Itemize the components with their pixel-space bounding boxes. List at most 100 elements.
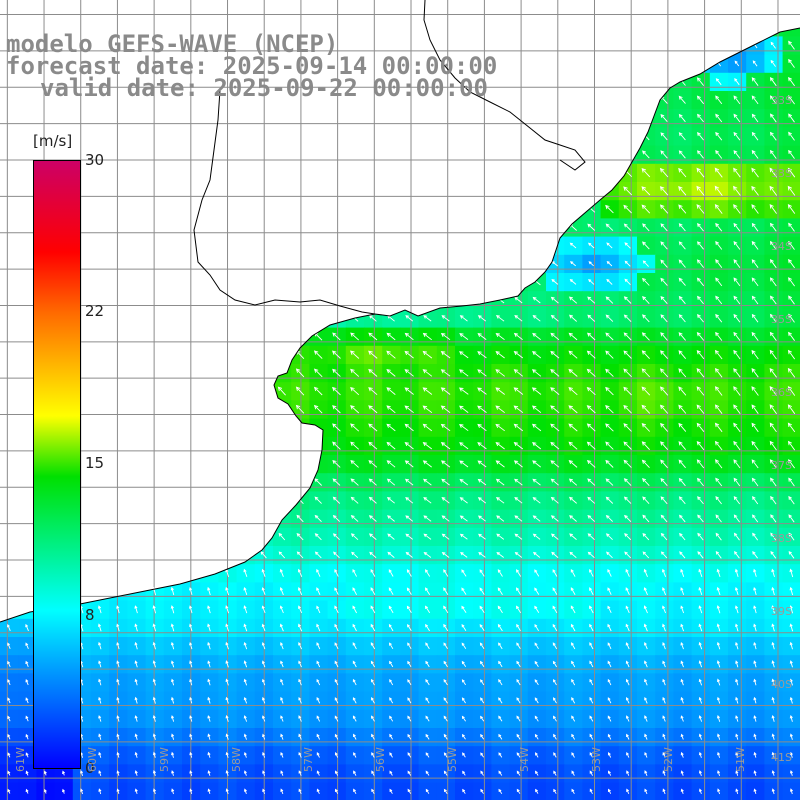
wind-arrow (569, 515, 577, 522)
wind-arrow (98, 751, 102, 758)
wind-arrow (569, 242, 577, 249)
wind-arrow (733, 459, 741, 469)
wind-arrow (425, 679, 430, 686)
wind-arrow (134, 696, 138, 704)
wind-arrow (678, 459, 686, 469)
wind-arrow (735, 641, 739, 650)
wind-arrow (698, 751, 702, 758)
wind-arrow (534, 660, 539, 668)
wind-arrow (98, 733, 102, 740)
wind-arrow (571, 752, 575, 758)
wind-arrow (789, 733, 793, 740)
wind-arrow (207, 586, 211, 596)
wind-speed-cell (782, 127, 800, 147)
wind-arrow (370, 605, 376, 614)
wind-speed-cell (54, 782, 74, 800)
wind-speed-cell (200, 782, 219, 800)
wind-speed-cell (564, 782, 583, 800)
wind-arrow (440, 442, 451, 450)
wind-arrow (753, 788, 757, 795)
wind-arrow (405, 515, 414, 522)
wind-arrow (495, 315, 505, 322)
wind-arrow (642, 551, 650, 559)
wind-arrow (568, 478, 578, 486)
wind-arrow (788, 131, 795, 141)
wind-arrow (479, 605, 485, 614)
wind-arrow (98, 660, 102, 668)
wind-speed-cell (782, 91, 800, 110)
wind-arrow (696, 277, 705, 287)
wind-arrow (188, 605, 193, 614)
wind-arrow (660, 277, 668, 286)
wind-speed-cell (782, 400, 800, 420)
wind-arrow (243, 715, 248, 722)
wind-arrow (623, 404, 632, 414)
wind-arrow (498, 788, 503, 794)
wind-arrow (498, 715, 503, 722)
wind-arrow (480, 788, 484, 794)
wind-arrow (350, 405, 360, 414)
wind-arrow (280, 788, 284, 795)
wind-arrow (751, 259, 759, 268)
wind-arrow (7, 788, 11, 794)
wind-arrow (752, 496, 759, 505)
wind-arrow (733, 514, 740, 523)
wind-arrow (660, 150, 668, 159)
wind-arrow (735, 751, 739, 758)
wind-speed-cell (0, 782, 19, 800)
wind-arrow (678, 332, 686, 341)
wind-arrow (715, 550, 722, 559)
wind-arrow (679, 532, 686, 541)
wind-arrow (789, 660, 793, 668)
wind-arrow (477, 460, 487, 468)
wind-arrow (532, 496, 541, 504)
wind-arrow (443, 623, 449, 632)
wind-arrow (134, 641, 138, 650)
wind-arrow (607, 788, 612, 794)
wind-arrow (697, 222, 704, 232)
wind-arrow (751, 440, 759, 451)
lon-label-58w: 58W (230, 747, 243, 772)
wind-arrow (514, 533, 523, 540)
wind-arrow (752, 60, 758, 67)
wind-arrow (353, 752, 357, 758)
lat-label-33s-b: 33S (771, 167, 792, 180)
wind-arrow (753, 678, 757, 686)
wind-arrow (532, 351, 542, 359)
wind-arrow (641, 186, 651, 196)
wind-arrow (680, 568, 685, 577)
wind-arrow (498, 679, 503, 686)
wind-arrow (116, 751, 120, 758)
wind-arrow (243, 587, 248, 596)
wind-arrow (516, 770, 521, 776)
wind-arrow (552, 623, 558, 632)
wind-arrow (642, 260, 649, 267)
wind-arrow (769, 95, 777, 105)
wind-arrow (788, 532, 795, 541)
wind-arrow (353, 733, 357, 740)
wind-arrow (644, 770, 648, 776)
wind-arrow (680, 715, 684, 722)
wind-arrow (313, 368, 323, 378)
colorbar-tick-15: 15 (85, 454, 105, 472)
lon-label-56w: 56W (374, 747, 387, 772)
wind-arrow (569, 551, 577, 559)
coastline-river-plate (193, 89, 376, 315)
wind-arrow (717, 733, 721, 740)
wind-arrow (714, 440, 723, 451)
wind-speed-cell (473, 782, 492, 800)
wind-arrow (733, 222, 741, 232)
wind-arrow (552, 605, 558, 614)
wind-arrow (368, 441, 378, 450)
wind-arrow (170, 678, 175, 686)
wind-arrow (787, 422, 796, 433)
wind-arrow (662, 642, 666, 650)
wind-arrow (678, 514, 686, 523)
wind-speed-cell (782, 236, 800, 256)
wind-arrow (551, 278, 559, 285)
wind-arrow (771, 788, 775, 795)
wind-arrow (443, 679, 448, 686)
wind-arrow (189, 678, 193, 686)
wind-arrow (733, 368, 741, 378)
wind-arrow (497, 587, 503, 595)
